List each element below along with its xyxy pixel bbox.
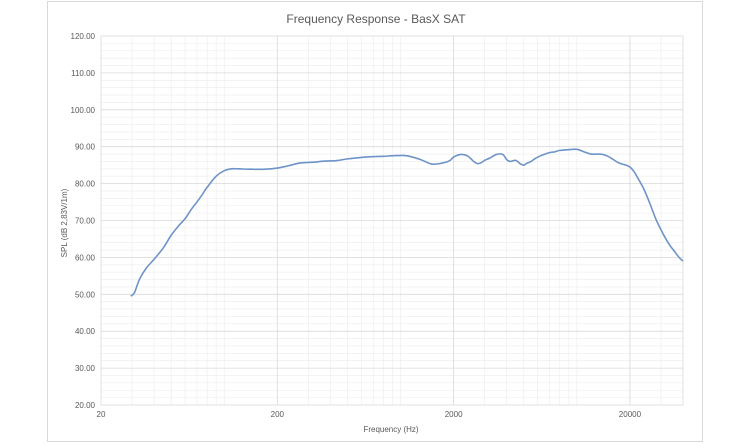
y-tick-label: 70.00	[75, 217, 96, 226]
x-tick-label: 20	[97, 410, 106, 419]
y-tick-label: 50.00	[75, 290, 96, 299]
y-tick-label: 80.00	[75, 180, 96, 189]
y-tick-label: 90.00	[75, 143, 96, 152]
y-tick-label: 120.00	[71, 32, 96, 41]
y-tick-label: 40.00	[75, 327, 96, 336]
x-tick-label: 20000	[619, 410, 642, 419]
chart-frame: 20.00 30.00 40.00 50.00 60.00 70.00 80.00 90.00…	[47, 1, 703, 442]
y-axis-title: SPL (dB 2,83V/1m)	[60, 188, 69, 257]
x-axis-title: Frequency (Hz)	[363, 425, 418, 434]
y-tick-label: 110.00	[71, 69, 95, 78]
chart-title: Frequency Response - BasX SAT	[286, 12, 466, 26]
y-tick-label: 60.00	[75, 253, 96, 262]
plot-area	[130, 148, 684, 297]
series-line	[130, 148, 684, 297]
y-tick-label: 100.00	[71, 106, 96, 115]
y-tick-label: 30.00	[75, 364, 96, 373]
y-tick-label: 20.00	[75, 401, 96, 410]
grid	[100, 35, 684, 406]
x-tick-label: 2000	[445, 410, 463, 419]
x-tick-label: 200	[271, 410, 285, 419]
tick-labels: 20.00 30.00 40.00 50.00 60.00 70.00 80.00 90.00…	[71, 32, 642, 419]
chart-svg: 20.00 30.00 40.00 50.00 60.00 70.00 80.00 90.00…	[60, 12, 684, 434]
